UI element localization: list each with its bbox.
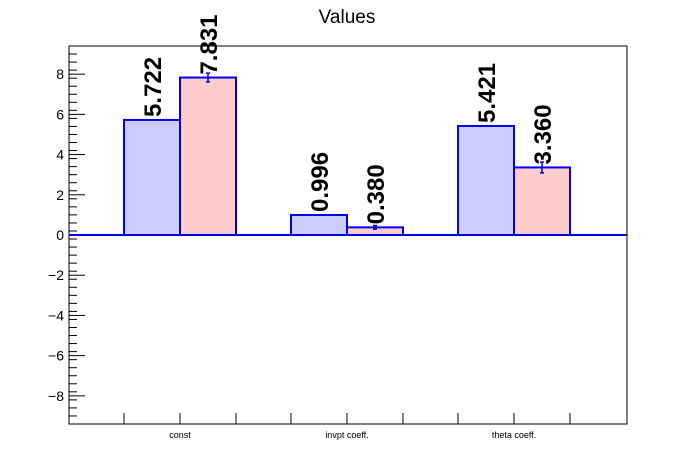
y-tick-label: 8 [56, 66, 64, 82]
data-label: 7.831 [196, 14, 223, 74]
y-tick-label: 2 [56, 187, 64, 203]
chart-title: Values [319, 7, 376, 28]
y-tick-label: −6 [48, 348, 64, 364]
data-label: 5.421 [474, 63, 501, 123]
x-tick-label: invpt coeff. [325, 430, 368, 440]
y-tick-label: 6 [56, 106, 64, 122]
bar [179, 76, 237, 236]
data-label: 3.360 [530, 104, 557, 164]
bar [123, 118, 181, 236]
y-tick-label: −4 [48, 307, 64, 323]
y-tick-label: −2 [48, 267, 64, 283]
y-tick-label: 0 [56, 227, 64, 243]
data-label: 0.996 [307, 152, 334, 212]
x-tick-label: theta coeff. [492, 430, 536, 440]
data-label: 0.380 [363, 164, 390, 224]
data-labels: 5.722 7.831 0.996 0.380 5.421 3.360 [140, 14, 557, 224]
bars [123, 72, 571, 237]
bar [513, 166, 571, 236]
x-tick-labels: const invpt coeff. theta coeff. [169, 430, 536, 440]
x-tick-label: const [169, 430, 191, 440]
bar [290, 213, 348, 237]
bar [457, 125, 515, 236]
y-tick-label: 4 [56, 147, 64, 163]
y-tick-label: −8 [48, 388, 64, 404]
data-label: 5.722 [140, 57, 167, 117]
